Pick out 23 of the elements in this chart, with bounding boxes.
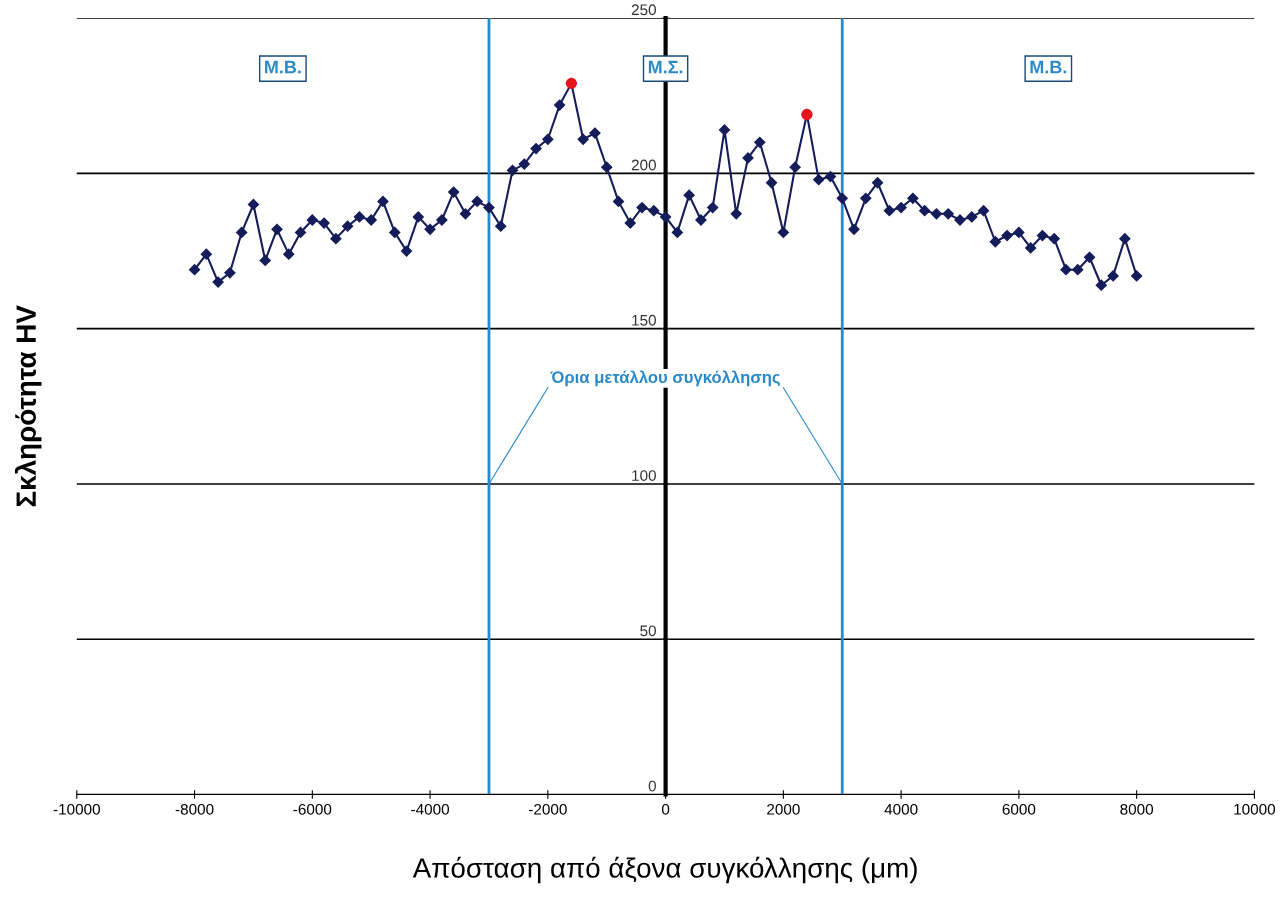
x-tick-label: 2000 bbox=[767, 803, 800, 815]
x-tick-label: 8000 bbox=[1120, 803, 1154, 815]
y-tick-label: 50 bbox=[640, 625, 656, 637]
x-tick-label: 0 bbox=[661, 803, 670, 815]
x-tick-label: -10000 bbox=[53, 803, 100, 815]
y-axis-title: Σκληρότητα HV bbox=[14, 305, 42, 507]
y-tick-label: 150 bbox=[632, 314, 656, 326]
y-tick-label: 100 bbox=[632, 470, 656, 481]
x-tick-label: -2000 bbox=[528, 803, 567, 815]
x-tick-label: 6000 bbox=[1002, 803, 1036, 815]
y-tick-label: 250 bbox=[631, 4, 656, 16]
x-axis-title: Απόσταση από άξονα συγκόλλησης (μm) bbox=[412, 856, 917, 884]
annotation: Μ.Β. bbox=[1030, 60, 1067, 74]
x-tick-label: 4000 bbox=[884, 803, 918, 815]
y-tick-label: 200 bbox=[631, 159, 656, 171]
x-tick-label: -6000 bbox=[293, 803, 332, 815]
x-tick-label: 10000 bbox=[1234, 803, 1276, 815]
annotation: Όρια μετάλλου συγκόλλησης bbox=[550, 370, 780, 387]
x-tick-label: -4000 bbox=[411, 803, 450, 815]
y-tick-label: 0 bbox=[648, 780, 656, 792]
annotation: Μ.Β. bbox=[265, 60, 301, 74]
annotation: Μ.Σ. bbox=[648, 60, 683, 74]
x-tick-label: -8000 bbox=[175, 803, 214, 815]
